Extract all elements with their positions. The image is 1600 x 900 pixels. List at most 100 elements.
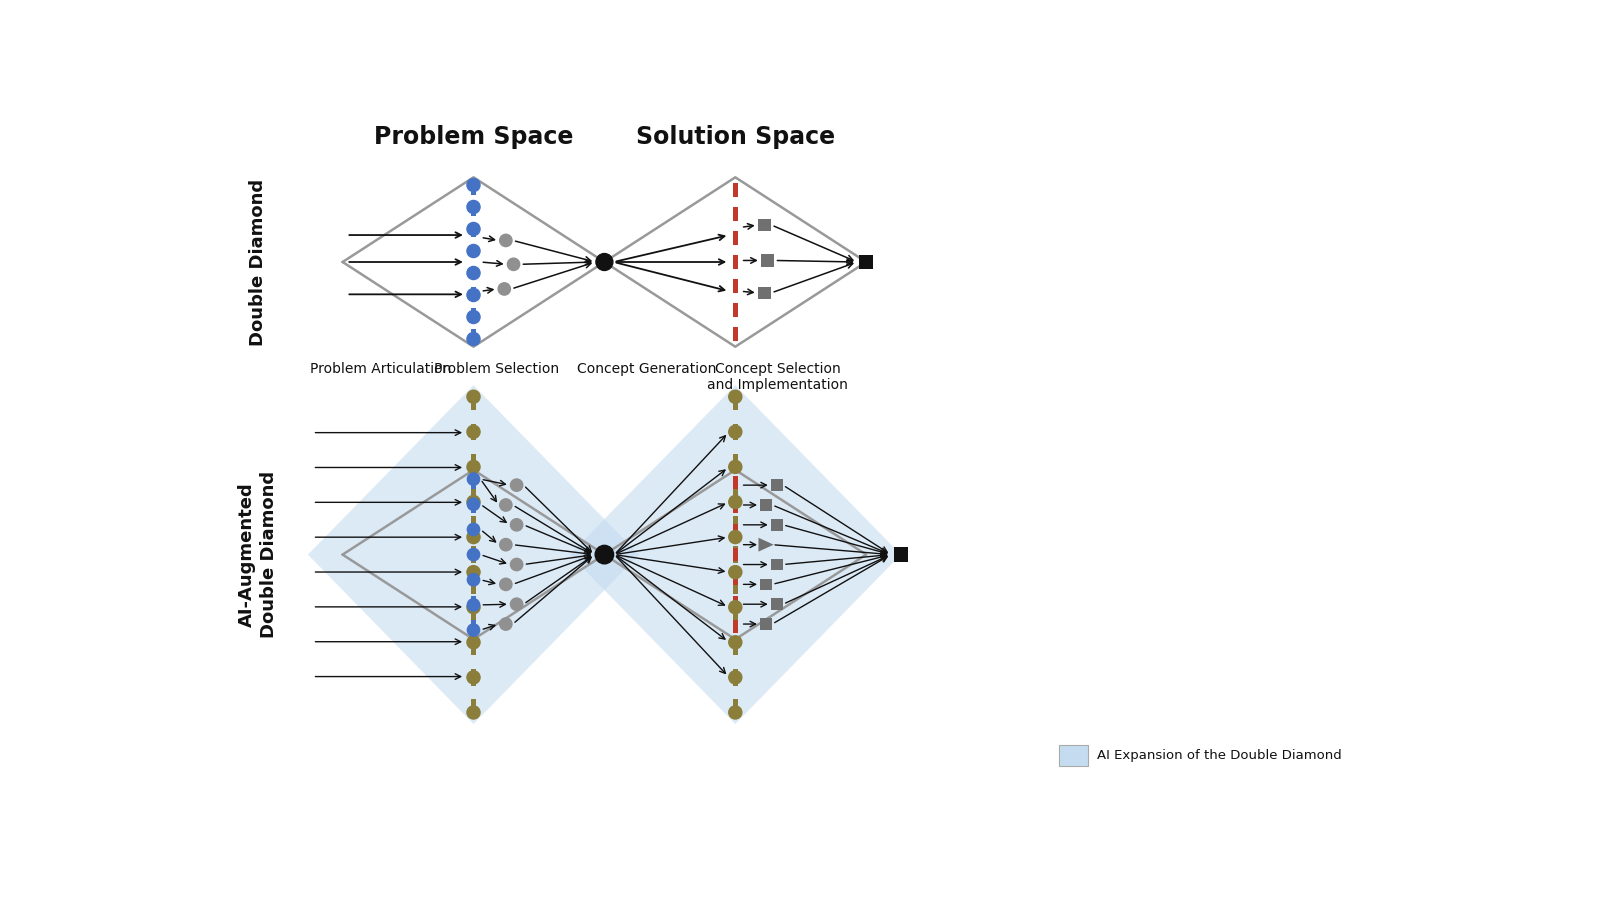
Bar (470, 669, 477, 686)
Bar (470, 638, 477, 655)
Circle shape (499, 234, 512, 247)
Circle shape (728, 635, 742, 649)
Bar (470, 184, 475, 195)
Circle shape (728, 565, 742, 579)
Circle shape (467, 289, 480, 302)
Bar (470, 287, 475, 299)
Bar (733, 699, 738, 716)
Text: Concept Selection
and Implementation: Concept Selection and Implementation (707, 362, 848, 392)
Circle shape (467, 222, 480, 236)
Circle shape (467, 426, 480, 438)
Circle shape (467, 548, 480, 561)
Bar (470, 524, 475, 537)
Circle shape (499, 538, 512, 551)
Bar (733, 548, 738, 562)
Circle shape (467, 245, 480, 257)
Bar (733, 669, 738, 686)
Circle shape (510, 598, 523, 610)
Circle shape (467, 600, 480, 614)
Bar (470, 246, 475, 257)
Bar (470, 548, 475, 562)
Bar (733, 638, 738, 655)
Circle shape (728, 391, 742, 403)
Circle shape (467, 565, 480, 579)
Bar (760, 618, 771, 630)
Circle shape (467, 310, 480, 323)
Bar (733, 393, 738, 410)
Bar (758, 219, 771, 231)
Bar (762, 255, 774, 266)
Bar (470, 500, 475, 513)
Circle shape (467, 635, 480, 649)
Bar (733, 454, 738, 471)
Bar (733, 516, 738, 533)
Bar (733, 608, 738, 625)
Circle shape (728, 600, 742, 614)
Circle shape (728, 495, 742, 508)
Circle shape (467, 473, 480, 485)
Circle shape (467, 523, 480, 536)
Circle shape (498, 283, 510, 295)
Bar (733, 572, 738, 585)
Bar (470, 608, 477, 625)
Bar (733, 620, 738, 633)
Bar (733, 231, 738, 245)
Bar (470, 393, 477, 410)
Text: AI Expansion of the Double Diamond: AI Expansion of the Double Diamond (1098, 749, 1342, 762)
Bar (733, 524, 738, 537)
Circle shape (467, 670, 480, 684)
Text: Problem Selection: Problem Selection (434, 362, 558, 376)
Circle shape (467, 624, 480, 636)
Circle shape (728, 530, 742, 544)
Bar (470, 485, 477, 501)
Bar (771, 480, 782, 491)
Bar (733, 328, 738, 340)
Bar (470, 309, 475, 320)
Circle shape (728, 670, 742, 684)
Bar (771, 598, 782, 610)
Bar (470, 699, 477, 716)
Bar (1059, 745, 1088, 767)
Circle shape (510, 479, 523, 491)
Circle shape (595, 545, 614, 563)
Circle shape (510, 558, 523, 571)
Text: Problem Space: Problem Space (374, 125, 573, 148)
Bar (733, 476, 738, 490)
Circle shape (728, 706, 742, 719)
Bar (470, 596, 475, 609)
Circle shape (467, 573, 480, 586)
Bar (470, 225, 475, 237)
Circle shape (499, 578, 512, 590)
Bar (733, 577, 738, 594)
Circle shape (467, 201, 480, 213)
Bar (470, 329, 475, 340)
Text: Problem Articulation: Problem Articulation (310, 362, 451, 376)
Circle shape (510, 518, 523, 531)
Circle shape (467, 332, 480, 346)
Bar (470, 204, 475, 216)
Bar (733, 303, 738, 317)
Bar (470, 476, 475, 490)
Bar (758, 286, 771, 299)
Circle shape (467, 498, 480, 510)
Text: Solution Space: Solution Space (635, 125, 835, 148)
Bar (733, 596, 738, 609)
Bar (760, 579, 771, 590)
Bar (470, 266, 475, 278)
Bar (470, 424, 477, 440)
Circle shape (467, 391, 480, 403)
Text: AI-Augmented
Double Diamond: AI-Augmented Double Diamond (238, 471, 278, 638)
Bar (470, 454, 477, 471)
Bar (733, 424, 738, 440)
Bar (859, 255, 874, 269)
Bar (470, 516, 477, 533)
Circle shape (728, 426, 742, 438)
Bar (733, 207, 738, 220)
Circle shape (467, 530, 480, 544)
Circle shape (499, 618, 512, 630)
Polygon shape (570, 385, 901, 724)
Text: Double Diamond: Double Diamond (250, 178, 267, 346)
Bar (733, 279, 738, 292)
Circle shape (467, 598, 480, 611)
Bar (470, 577, 477, 594)
